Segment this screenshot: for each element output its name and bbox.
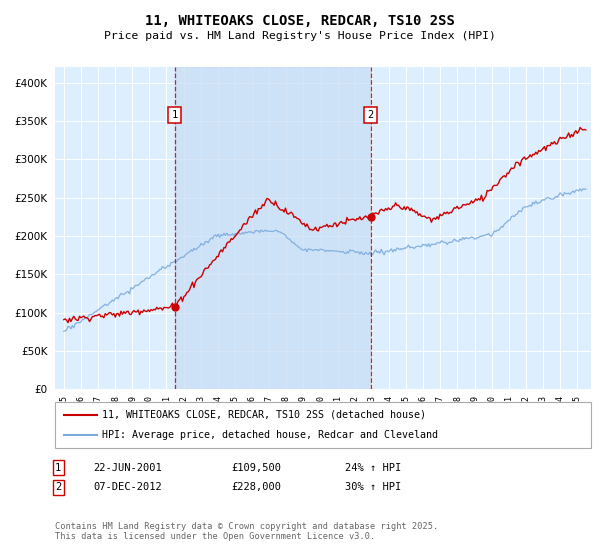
Text: 2: 2: [55, 482, 61, 492]
Bar: [175, 67, 371, 389]
Text: 11, WHITEOAKS CLOSE, REDCAR, TS10 2SS (detached house): 11, WHITEOAKS CLOSE, REDCAR, TS10 2SS (d…: [102, 410, 426, 420]
Text: 30% ↑ HPI: 30% ↑ HPI: [345, 482, 401, 492]
Text: 24% ↑ HPI: 24% ↑ HPI: [345, 463, 401, 473]
Text: 1: 1: [55, 463, 61, 473]
Text: Price paid vs. HM Land Registry's House Price Index (HPI): Price paid vs. HM Land Registry's House …: [104, 31, 496, 41]
Text: 07-DEC-2012: 07-DEC-2012: [93, 482, 162, 492]
Text: 2: 2: [367, 110, 374, 120]
Text: Contains HM Land Registry data © Crown copyright and database right 2025.
This d: Contains HM Land Registry data © Crown c…: [55, 522, 439, 542]
Text: £109,500: £109,500: [231, 463, 281, 473]
Text: HPI: Average price, detached house, Redcar and Cleveland: HPI: Average price, detached house, Redc…: [102, 430, 438, 440]
Text: 1: 1: [172, 110, 178, 120]
Text: 11, WHITEOAKS CLOSE, REDCAR, TS10 2SS: 11, WHITEOAKS CLOSE, REDCAR, TS10 2SS: [145, 14, 455, 28]
Text: 22-JUN-2001: 22-JUN-2001: [93, 463, 162, 473]
Text: £228,000: £228,000: [231, 482, 281, 492]
